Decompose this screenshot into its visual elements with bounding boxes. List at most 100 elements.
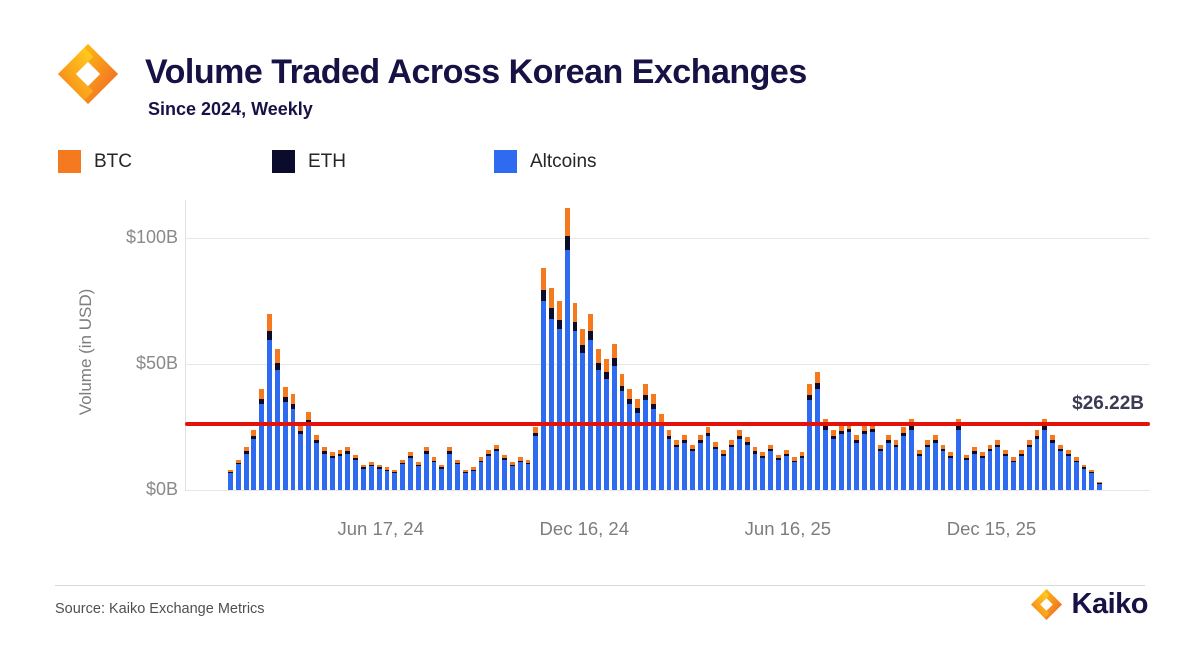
bar-segment-eth — [502, 458, 507, 460]
weekly-volume-bar — [564, 207, 570, 490]
bar-segment-btc — [1011, 457, 1016, 461]
bar-segment-altcoins — [439, 468, 445, 490]
bar-segment-altcoins — [580, 352, 586, 490]
bar-segment-altcoins — [556, 329, 562, 490]
bar-segment-btc — [877, 444, 883, 450]
bar-segment-eth — [799, 455, 805, 458]
bar-segment-btc — [752, 447, 758, 452]
bar-segment-eth — [674, 444, 680, 448]
bar-segment-altcoins — [1050, 442, 1056, 490]
weekly-volume-bar — [470, 467, 476, 490]
bar-segment-eth — [478, 460, 484, 463]
weekly-volume-bar — [525, 459, 531, 490]
bar-segment-btc — [838, 424, 844, 432]
bar-segment-eth — [885, 440, 891, 443]
bar-segment-btc — [478, 457, 484, 461]
weekly-volume-bar — [384, 467, 390, 490]
bar-segment-altcoins — [838, 434, 844, 490]
bar-segment-btc — [791, 457, 797, 461]
weekly-volume-bar — [251, 429, 257, 490]
bar-segment-btc — [893, 439, 899, 445]
bar-segment-altcoins — [948, 457, 954, 490]
weekly-volume-bar — [689, 444, 695, 490]
weekly-volume-bar — [423, 447, 429, 490]
bar-segment-altcoins — [408, 457, 413, 490]
weekly-volume-bar — [619, 374, 625, 490]
bar-segment-altcoins — [752, 453, 758, 490]
weekly-volume-bar — [596, 348, 601, 490]
bar-segment-eth — [1034, 435, 1040, 439]
bar-segment-altcoins — [768, 451, 774, 490]
bar-segment-eth — [321, 451, 327, 454]
bar-segment-altcoins — [415, 466, 421, 490]
bar-segment-btc — [1097, 482, 1102, 484]
legend-item-btc: BTC — [58, 150, 132, 173]
bar-segment-altcoins — [329, 457, 335, 490]
bar-segment-eth — [549, 308, 554, 319]
weekly-volume-bar — [885, 434, 891, 490]
y-tick-label: $0B — [145, 479, 178, 499]
bar-segment-btc — [1073, 457, 1079, 461]
weekly-volume-bar — [455, 459, 460, 490]
bar-segment-btc — [1081, 464, 1087, 468]
bar-segment-altcoins — [596, 369, 601, 490]
weekly-volume-bar — [736, 429, 742, 490]
bar-segment-eth — [1026, 444, 1032, 448]
weekly-volume-bar — [329, 452, 335, 490]
bar-segment-eth — [979, 455, 985, 458]
weekly-volume-bar — [1050, 434, 1056, 490]
bar-segment-eth — [964, 458, 969, 460]
grid-line — [185, 363, 1150, 365]
weekly-volume-bar — [940, 444, 946, 490]
weekly-volume-bar — [1018, 449, 1024, 490]
weekly-volume-bar — [870, 421, 875, 490]
bar-segment-altcoins — [603, 378, 609, 490]
bar-segment-eth — [228, 471, 233, 473]
bar-segment-altcoins — [674, 447, 680, 490]
weekly-volume-bar — [298, 424, 304, 490]
bar-segment-btc — [556, 300, 562, 320]
bar-segment-btc — [611, 343, 617, 359]
bar-segment-eth — [776, 458, 781, 460]
bar-segment-altcoins — [376, 468, 382, 490]
bar-segment-altcoins — [627, 404, 633, 490]
bar-segment-eth — [564, 235, 570, 250]
bar-segment-btc — [697, 434, 703, 441]
bar-segment-btc — [314, 434, 319, 441]
grid-line — [185, 237, 1150, 239]
weekly-volume-bar — [486, 449, 492, 490]
bar-segment-altcoins — [760, 457, 766, 490]
bar-segment-altcoins — [392, 472, 398, 490]
weekly-volume-bar — [697, 434, 703, 490]
weekly-volume-bar — [533, 426, 539, 490]
bar-segment-btc — [361, 464, 366, 468]
weekly-volume-bar — [580, 328, 586, 490]
bar-segment-altcoins — [259, 404, 265, 490]
bar-segment-altcoins — [1011, 462, 1016, 490]
bar-segment-altcoins — [274, 369, 280, 490]
bar-segment-altcoins — [447, 453, 453, 490]
bar-segment-altcoins — [541, 301, 547, 490]
bar-segment-btc — [1034, 429, 1040, 436]
weekly-volume-bar — [345, 447, 351, 490]
bar-segment-btc — [917, 449, 922, 454]
weekly-volume-bar — [235, 459, 241, 490]
bar-segment-eth — [447, 451, 453, 454]
bar-segment-eth — [525, 462, 531, 465]
weekly-volume-bar — [1026, 439, 1032, 490]
bar-segment-btc — [658, 414, 664, 422]
bar-segment-altcoins — [1097, 483, 1102, 490]
plot-area: $26.22B — [185, 200, 1150, 491]
bar-segment-btc — [455, 459, 460, 463]
legend-item-altcoins: Altcoins — [494, 150, 597, 173]
bar-segment-eth — [267, 331, 272, 340]
bar-segment-altcoins — [298, 434, 304, 490]
bar-segment-altcoins — [588, 339, 594, 490]
weekly-volume-bar — [1073, 457, 1079, 490]
bar-segment-eth — [1050, 440, 1056, 443]
bar-segment-altcoins — [1026, 447, 1032, 490]
bar-segment-btc — [228, 469, 233, 472]
btc-swatch-icon — [58, 150, 81, 173]
bar-segment-eth — [697, 440, 703, 443]
bar-segment-altcoins — [384, 470, 390, 490]
